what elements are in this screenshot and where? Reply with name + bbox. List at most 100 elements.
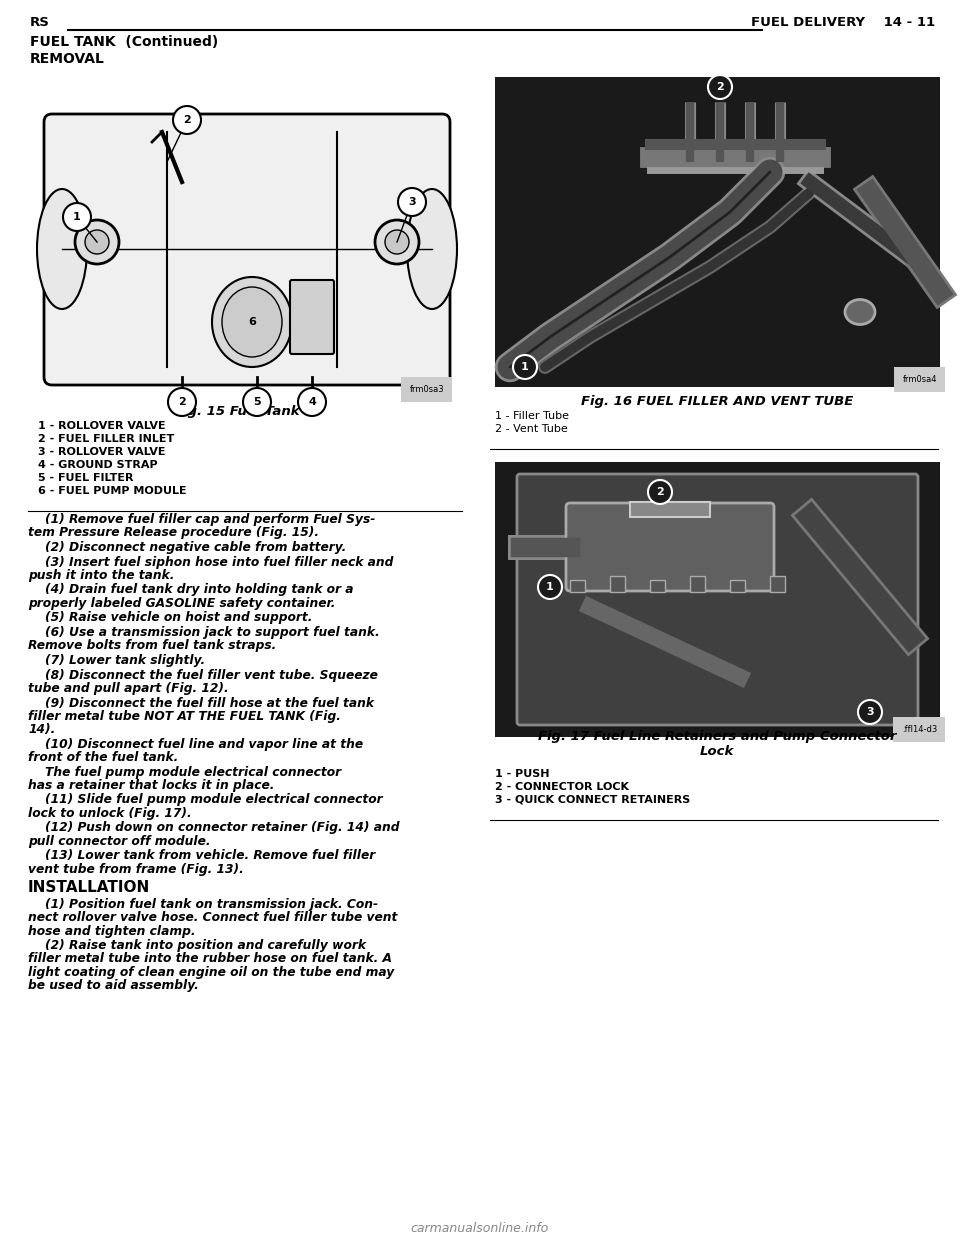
- Text: 5: 5: [253, 397, 261, 407]
- Circle shape: [75, 220, 119, 265]
- Circle shape: [385, 230, 409, 255]
- Text: filler metal tube into the rubber hose on fuel tank. A: filler metal tube into the rubber hose o…: [28, 953, 392, 965]
- Text: tube and pull apart (Fig. 12).: tube and pull apart (Fig. 12).: [28, 682, 228, 696]
- Text: 3: 3: [866, 707, 874, 717]
- Bar: [650, 580, 665, 592]
- Text: INSTALLATION: INSTALLATION: [28, 881, 151, 895]
- Text: 2: 2: [179, 397, 186, 407]
- Circle shape: [168, 388, 196, 416]
- Text: has a retainer that locks it in place.: has a retainer that locks it in place.: [28, 779, 275, 792]
- Circle shape: [858, 700, 882, 724]
- Text: push it into the tank.: push it into the tank.: [28, 569, 175, 581]
- Text: front of the fuel tank.: front of the fuel tank.: [28, 751, 179, 764]
- Text: vent tube from frame (Fig. 13).: vent tube from frame (Fig. 13).: [28, 862, 244, 876]
- Text: 14).: 14).: [28, 723, 56, 737]
- Bar: [22, 72, 452, 402]
- Text: (7) Lower tank slightly.: (7) Lower tank slightly.: [28, 655, 205, 667]
- Text: (1) Position fuel tank on transmission jack. Con-: (1) Position fuel tank on transmission j…: [28, 898, 378, 912]
- Text: 1 - PUSH: 1 - PUSH: [495, 769, 549, 779]
- Text: carmanualsonline.info: carmanualsonline.info: [411, 1222, 549, 1235]
- Bar: [630, 502, 710, 517]
- Text: (2) Disconnect negative cable from battery.: (2) Disconnect negative cable from batte…: [28, 542, 347, 554]
- Text: 2 - Vent Tube: 2 - Vent Tube: [495, 424, 567, 433]
- Text: (3) Insert fuel siphon hose into fuel filler neck and: (3) Insert fuel siphon hose into fuel fi…: [28, 555, 394, 569]
- Bar: [610, 576, 625, 592]
- Text: be used to aid assembly.: be used to aid assembly.: [28, 979, 199, 992]
- Text: FUEL TANK  (Continued): FUEL TANK (Continued): [30, 35, 218, 48]
- Text: (5) Raise vehicle on hoist and support.: (5) Raise vehicle on hoist and support.: [28, 611, 312, 625]
- Text: REMOVAL: REMOVAL: [30, 52, 105, 66]
- Text: pull connector off module.: pull connector off module.: [28, 835, 210, 847]
- Circle shape: [298, 388, 326, 416]
- Text: 1 - Filler Tube: 1 - Filler Tube: [495, 411, 569, 421]
- Circle shape: [648, 479, 672, 504]
- Text: 2 - CONNECTOR LOCK: 2 - CONNECTOR LOCK: [495, 782, 629, 792]
- Text: Fig. 17 Fuel Line Retainers and Pump Connector
Lock: Fig. 17 Fuel Line Retainers and Pump Con…: [538, 730, 897, 758]
- Ellipse shape: [37, 189, 87, 309]
- FancyBboxPatch shape: [566, 503, 774, 591]
- Text: lock to unlock (Fig. 17).: lock to unlock (Fig. 17).: [28, 807, 192, 820]
- Ellipse shape: [407, 189, 457, 309]
- Text: (4) Drain fuel tank dry into holding tank or a: (4) Drain fuel tank dry into holding tan…: [28, 584, 353, 596]
- Ellipse shape: [845, 299, 875, 324]
- FancyBboxPatch shape: [517, 474, 918, 725]
- Text: properly labeled GASOLINE safety container.: properly labeled GASOLINE safety contain…: [28, 596, 335, 610]
- Circle shape: [173, 106, 201, 134]
- Circle shape: [243, 388, 271, 416]
- Text: (10) Disconnect fuel line and vapor line at the: (10) Disconnect fuel line and vapor line…: [28, 738, 363, 750]
- Text: 1: 1: [521, 361, 529, 373]
- Text: frm0sa4: frm0sa4: [902, 375, 937, 384]
- Text: 2: 2: [716, 82, 724, 92]
- Bar: [490, 457, 945, 741]
- Text: light coating of clean engine oil on the tube end may: light coating of clean engine oil on the…: [28, 966, 395, 979]
- Text: 4: 4: [308, 397, 316, 407]
- Text: 4 - GROUND STRAP: 4 - GROUND STRAP: [38, 460, 157, 469]
- Circle shape: [513, 355, 537, 379]
- Text: 2: 2: [183, 116, 191, 125]
- Text: (6) Use a transmission jack to support fuel tank.: (6) Use a transmission jack to support f…: [28, 626, 379, 640]
- Bar: [730, 580, 745, 592]
- Text: hose and tighten clamp.: hose and tighten clamp.: [28, 924, 196, 938]
- Bar: [570, 580, 585, 592]
- Text: 6: 6: [248, 317, 256, 327]
- Circle shape: [375, 220, 419, 265]
- FancyBboxPatch shape: [290, 279, 334, 354]
- Text: Fig. 16 FUEL FILLER AND VENT TUBE: Fig. 16 FUEL FILLER AND VENT TUBE: [581, 395, 853, 409]
- Text: nect rollover valve hose. Connect fuel filler tube vent: nect rollover valve hose. Connect fuel f…: [28, 912, 397, 924]
- Bar: [490, 72, 945, 392]
- Bar: [495, 77, 940, 388]
- Text: 1 - ROLLOVER VALVE: 1 - ROLLOVER VALVE: [38, 421, 166, 431]
- Text: tem Pressure Release procedure (Fig. 15).: tem Pressure Release procedure (Fig. 15)…: [28, 527, 319, 539]
- Ellipse shape: [212, 277, 292, 366]
- Circle shape: [538, 575, 562, 599]
- Text: 3 - QUICK CONNECT RETAINERS: 3 - QUICK CONNECT RETAINERS: [495, 795, 690, 805]
- Text: 6 - FUEL PUMP MODULE: 6 - FUEL PUMP MODULE: [38, 486, 186, 496]
- Text: Remove bolts from fuel tank straps.: Remove bolts from fuel tank straps.: [28, 640, 276, 652]
- Text: (1) Remove fuel filler cap and perform Fuel Sys-: (1) Remove fuel filler cap and perform F…: [28, 513, 375, 527]
- Text: frm0sa3: frm0sa3: [409, 385, 444, 394]
- Text: 2: 2: [656, 487, 664, 497]
- Text: FUEL DELIVERY    14 - 11: FUEL DELIVERY 14 - 11: [751, 16, 935, 29]
- Text: 1: 1: [546, 582, 554, 592]
- Text: 2 - FUEL FILLER INLET: 2 - FUEL FILLER INLET: [38, 433, 175, 443]
- Text: (2) Raise tank into position and carefully work: (2) Raise tank into position and careful…: [28, 939, 366, 953]
- Text: 1: 1: [73, 212, 81, 222]
- Text: RS: RS: [30, 16, 50, 29]
- Circle shape: [85, 230, 109, 255]
- Circle shape: [398, 188, 426, 216]
- Text: .ffl14-d3: .ffl14-d3: [901, 725, 937, 734]
- Text: (8) Disconnect the fuel filler vent tube. Squeeze: (8) Disconnect the fuel filler vent tube…: [28, 668, 378, 682]
- Bar: [690, 576, 705, 592]
- Text: filler metal tube NOT AT THE FUEL TANK (Fig.: filler metal tube NOT AT THE FUEL TANK (…: [28, 709, 341, 723]
- Ellipse shape: [222, 287, 282, 356]
- Circle shape: [63, 202, 91, 231]
- Text: 3 - ROLLOVER VALVE: 3 - ROLLOVER VALVE: [38, 447, 165, 457]
- Text: 5 - FUEL FILTER: 5 - FUEL FILTER: [38, 473, 133, 483]
- Text: (9) Disconnect the fuel fill hose at the fuel tank: (9) Disconnect the fuel fill hose at the…: [28, 697, 374, 709]
- FancyBboxPatch shape: [44, 114, 450, 385]
- Text: The fuel pump module electrical connector: The fuel pump module electrical connecto…: [28, 765, 341, 779]
- Bar: [495, 462, 940, 737]
- Text: 3: 3: [408, 197, 416, 207]
- Bar: [770, 576, 785, 592]
- Text: (11) Slide fuel pump module electrical connector: (11) Slide fuel pump module electrical c…: [28, 794, 383, 806]
